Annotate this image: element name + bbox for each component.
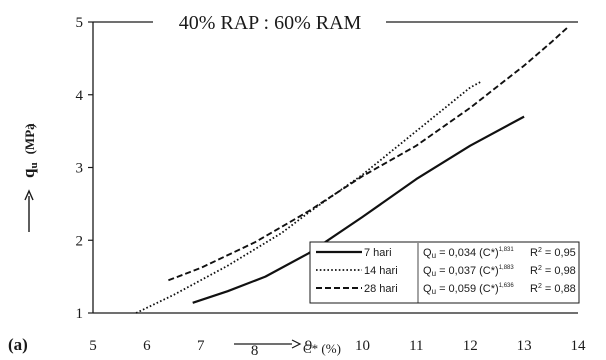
equation-coef: Q [423, 247, 432, 259]
y-tick-label: 4 [76, 88, 84, 104]
y-axis-label-unit: (MPa [22, 123, 37, 155]
x-tick-label: 5 [89, 338, 97, 354]
equation-exp: 1,831 [499, 247, 515, 253]
equation-sub: u [432, 269, 436, 278]
y-tick-label: 3 [76, 161, 84, 177]
r2-label: R [530, 265, 538, 277]
series-line-14-hari [135, 80, 482, 314]
y-axis-label-q: q [19, 168, 38, 178]
x-axis-arrow-head [291, 339, 302, 349]
y-axis-arrow-head [24, 189, 34, 201]
x-tick-label: 11 [409, 338, 423, 354]
equation-sub: u [432, 287, 436, 296]
r2-exp: 2 [538, 247, 542, 254]
r2-exp: 2 [538, 283, 542, 290]
x-tick-label: 8 [251, 343, 259, 359]
equation-mid: = 0,034 (C*) [436, 247, 499, 259]
chart-title: 40% RAP : 60% RAM [179, 12, 362, 34]
equation-mid: = 0,037 (C*) [436, 265, 499, 277]
equation-coef: Q [423, 265, 432, 277]
series-line-7-hari [192, 115, 525, 304]
y-tick-label: 5 [76, 15, 84, 31]
x-tick-label: 9 [305, 338, 313, 354]
equation-exp: 1,636 [499, 283, 515, 289]
y-axis-label: qu (MPa [19, 123, 40, 178]
y-axis-label-close: ) [22, 124, 37, 128]
equation-exp: 1,883 [499, 265, 515, 271]
r2-value: = 0,88 [542, 283, 576, 295]
x-tick-label: 10 [355, 338, 370, 354]
axes [88, 21, 578, 314]
y-axis-label-sub: u [28, 162, 40, 168]
x-tick-label: 12 [463, 338, 478, 354]
x-tick-label: 14 [571, 338, 587, 354]
equation-mid: = 0,059 (C*) [436, 283, 499, 295]
y-tick-label: 2 [76, 233, 84, 249]
x-tick-label: 13 [517, 338, 532, 354]
legend-equation: Qu = 0,059 (C*)1,636 [423, 283, 514, 296]
equation-sub: u [432, 251, 436, 260]
legend-series-name: 7 hari [364, 247, 392, 259]
x-tick-label: 6 [143, 338, 151, 354]
equation-coef: Q [423, 283, 432, 295]
legend-series-name: 28 hari [364, 283, 398, 295]
x-tick-label: 7 [197, 338, 205, 354]
legend-equation: Qu = 0,037 (C*)1,883 [423, 265, 514, 278]
r2-label: R [530, 283, 538, 295]
y-tick-label: 1 [76, 306, 84, 322]
legend-r2: R2 = 0,98 [530, 265, 576, 277]
r2-value: = 0,98 [542, 265, 576, 277]
series-line-28-hari [168, 27, 568, 282]
legend-r2: R2 = 0,95 [530, 247, 576, 259]
panel-label: (a) [8, 335, 28, 354]
x-axis-label: C* (%) [303, 341, 341, 356]
r2-exp: 2 [538, 265, 542, 272]
legend-r2: R2 = 0,88 [530, 283, 576, 295]
legend-equation: Qu = 0,034 (C*)1,831 [423, 247, 514, 260]
series-layer [135, 27, 568, 314]
r2-value: = 0,95 [542, 247, 576, 259]
r2-label: R [530, 247, 538, 259]
legend-series-name: 14 hari [364, 265, 398, 277]
